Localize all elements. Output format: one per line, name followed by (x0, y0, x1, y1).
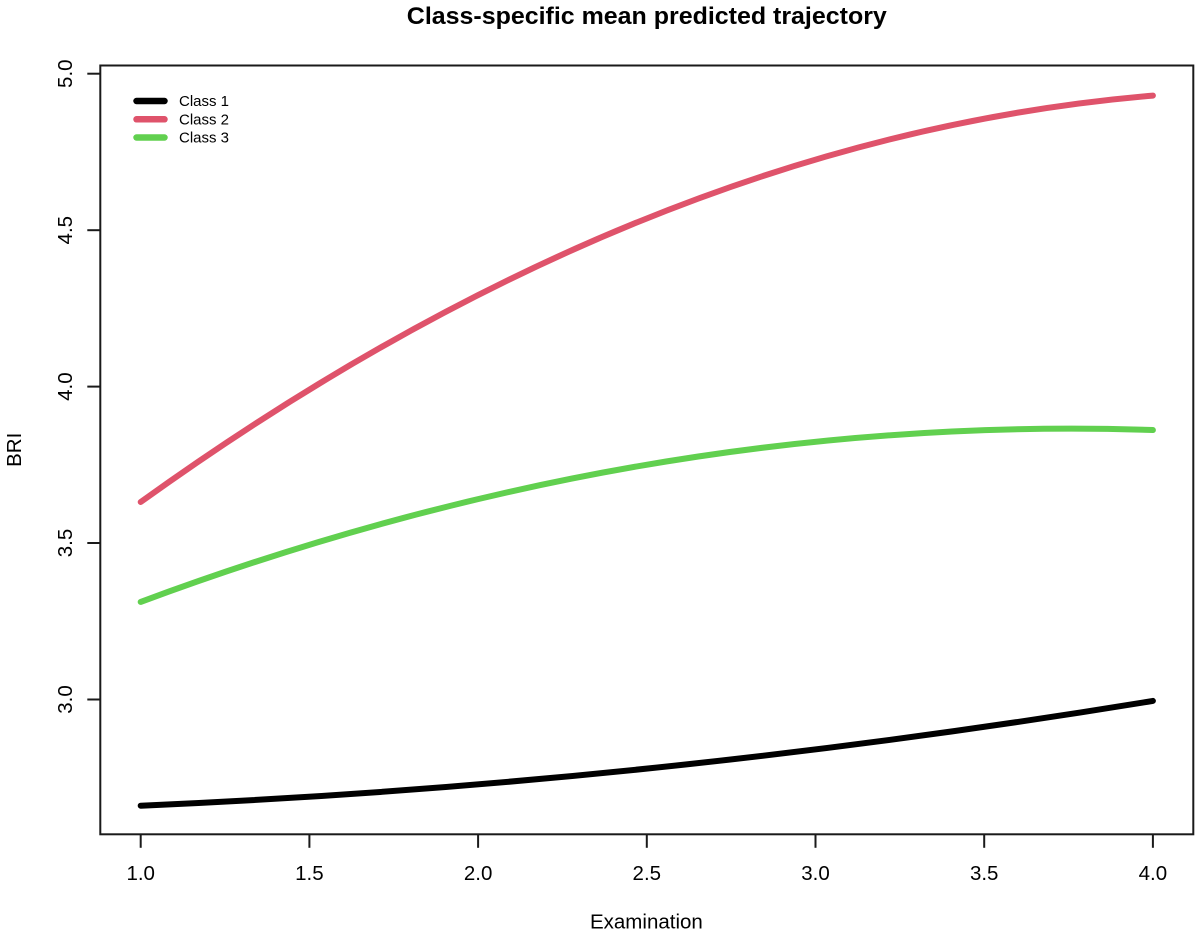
svg-text:2.5: 2.5 (633, 862, 662, 885)
svg-text:Examination: Examination (590, 910, 703, 933)
svg-text:Class-specific mean predicted: Class-specific mean predicted trajectory (407, 3, 888, 30)
svg-text:3.5: 3.5 (970, 862, 999, 885)
svg-text:BRI: BRI (3, 433, 26, 467)
svg-text:1.0: 1.0 (126, 862, 155, 885)
svg-text:Class 1: Class 1 (179, 93, 229, 110)
svg-text:3.0: 3.0 (801, 862, 830, 885)
svg-text:3.5: 3.5 (54, 529, 77, 558)
svg-text:1.5: 1.5 (295, 862, 324, 885)
svg-text:3.0: 3.0 (54, 685, 77, 714)
svg-text:4.5: 4.5 (54, 216, 77, 245)
svg-text:4.0: 4.0 (54, 372, 77, 401)
svg-text:4.0: 4.0 (1139, 862, 1168, 885)
svg-text:Class 3: Class 3 (179, 130, 229, 147)
svg-text:Class 2: Class 2 (179, 112, 229, 129)
svg-text:2.0: 2.0 (464, 862, 493, 885)
svg-text:5.0: 5.0 (54, 59, 77, 88)
